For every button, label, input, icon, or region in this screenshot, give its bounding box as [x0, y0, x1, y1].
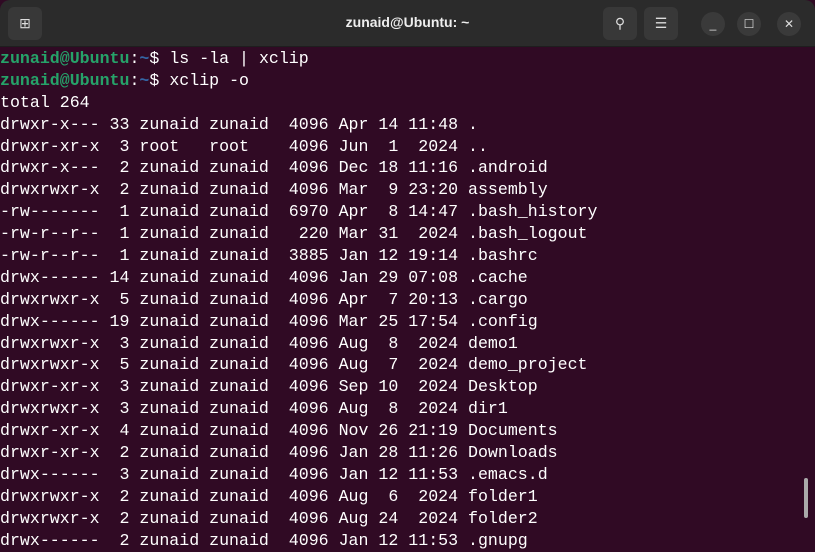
prompt-symbol: $ [149, 70, 160, 90]
search-icon: ⚲ [614, 15, 626, 31]
minimize-button[interactable]: _ [701, 12, 725, 36]
minimize-icon: _ [709, 17, 717, 31]
output-line: total 264 [0, 92, 90, 112]
output-line: drwxrwxr-x 2 zunaid zunaid 4096 Aug 24 2… [0, 508, 538, 528]
prompt-line: zunaid@Ubuntu:~$ ls -la | xclip [0, 48, 815, 70]
prompt-line: zunaid@Ubuntu:~$ xclip -o [0, 70, 815, 92]
search-button[interactable]: ⚲ [603, 7, 637, 40]
close-icon: ✕ [783, 17, 795, 31]
prompt-user: zunaid@Ubuntu [0, 49, 130, 68]
maximize-button[interactable]: ☐ [737, 12, 761, 36]
prompt-sep: : [129, 49, 140, 68]
output-line: drwxr-x--- 33 zunaid zunaid 4096 Apr 14 … [0, 114, 478, 134]
output-line: drwxrwxr-x 3 zunaid zunaid 4096 Aug 8 20… [0, 333, 518, 353]
prompt-sep: : [129, 70, 140, 90]
maximize-icon: ☐ [743, 17, 755, 31]
output-line: drwxr-xr-x 2 zunaid zunaid 4096 Jan 28 1… [0, 443, 558, 463]
output-line: drwxr-xr-x 3 zunaid zunaid 4096 Sep 10 2… [0, 377, 538, 397]
output-line: drwxr-xr-x 3 root root 4096 Jun 1 2024 .… [0, 136, 488, 156]
output-line: drwxrwxr-x 5 zunaid zunaid 4096 Apr 7 20… [0, 289, 528, 309]
prompt-path: ~ [139, 70, 150, 90]
output-line: drwx------ 3 zunaid zunaid 4096 Jan 12 1… [0, 464, 548, 484]
output-line: drwx------ 19 zunaid zunaid 4096 Mar 25 … [0, 311, 538, 331]
menu-button[interactable]: ☰ [644, 7, 678, 40]
hamburger-menu-icon: ☰ [654, 15, 668, 31]
command-text: xclip -o [159, 70, 249, 90]
scrollbar-thumb[interactable] [804, 478, 808, 518]
title-bar: ⊞ zunaid@Ubuntu: ~ ⚲ ☰ _ ☐ ✕ [0, 0, 815, 47]
output-line: drwxrwxr-x 5 zunaid zunaid 4096 Aug 7 20… [0, 355, 588, 375]
new-tab-button[interactable]: ⊞ [8, 7, 42, 40]
output-line: -rw-r--r-- 1 zunaid zunaid 220 Mar 31 20… [0, 224, 588, 244]
window-title: zunaid@Ubuntu: ~ [345, 14, 470, 30]
output-line: -rw------- 1 zunaid zunaid 6970 Apr 8 14… [0, 202, 598, 222]
output-line: drwxr-x--- 2 zunaid zunaid 4096 Dec 18 1… [0, 158, 548, 178]
new-tab-icon: ⊞ [19, 15, 31, 31]
output-line: drwxrwxr-x 3 zunaid zunaid 4096 Aug 8 20… [0, 399, 508, 419]
output-line: drwxrwxr-x 2 zunaid zunaid 4096 Aug 6 20… [0, 486, 538, 506]
output-line: drwx------ 14 zunaid zunaid 4096 Jan 29 … [0, 267, 528, 287]
output-line: drwxrwxr-x 2 zunaid zunaid 4096 Mar 9 23… [0, 180, 548, 200]
prompt-path: ~ [139, 49, 150, 68]
close-button[interactable]: ✕ [777, 12, 801, 36]
prompt-symbol: $ [149, 49, 160, 68]
output-line: drwx------ 2 zunaid zunaid 4096 Jan 12 1… [0, 530, 528, 550]
prompt-user: zunaid@Ubuntu [0, 70, 130, 90]
output-line: drwxr-xr-x 4 zunaid zunaid 4096 Nov 26 2… [0, 421, 558, 441]
output-line: -rw-r--r-- 1 zunaid zunaid 3885 Jan 12 1… [0, 246, 538, 266]
terminal-output[interactable]: zunaid@Ubuntu:~$ ls -la | xclip zunaid@U… [0, 48, 815, 551]
command-text: ls -la | xclip [159, 49, 309, 68]
